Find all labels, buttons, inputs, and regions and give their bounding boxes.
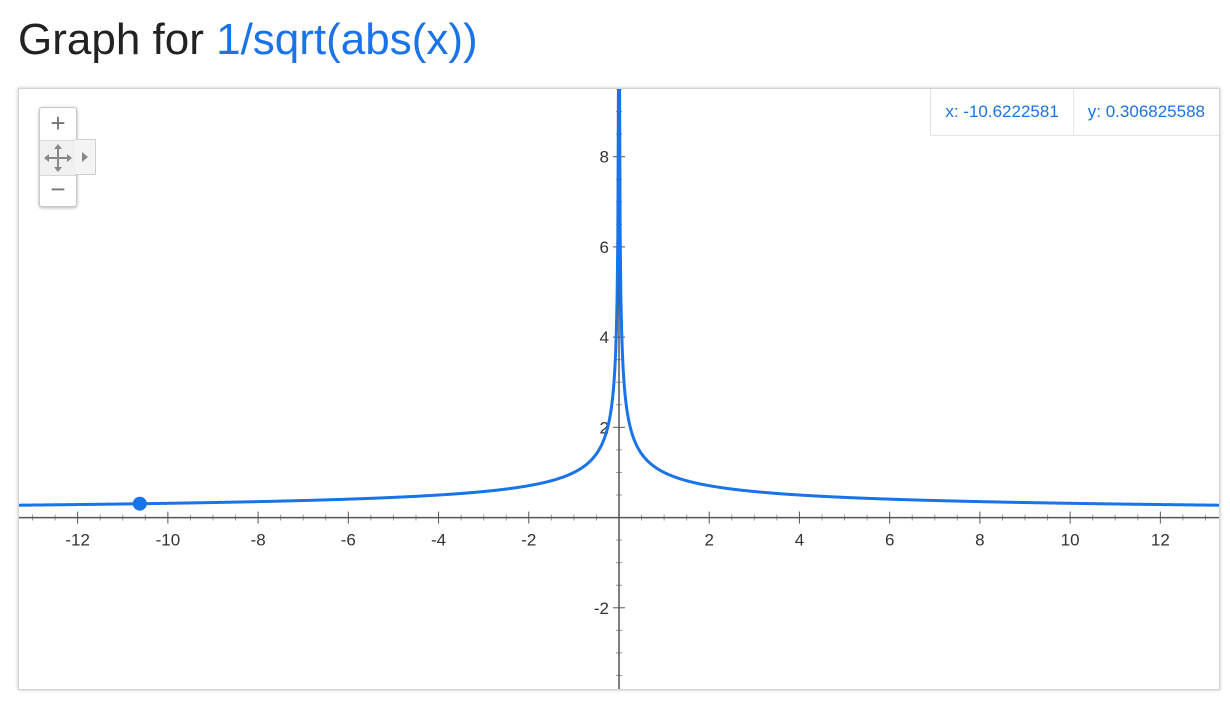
pan-expand-button[interactable] — [75, 139, 96, 175]
x-tick-label: 12 — [1151, 531, 1170, 550]
x-tick-label: -10 — [156, 531, 181, 550]
y-tick-label: -2 — [594, 599, 609, 618]
y-tick-label: 2 — [600, 418, 609, 437]
x-tick-label: -8 — [251, 531, 266, 550]
x-tick-label: -2 — [521, 531, 536, 550]
pan-button[interactable] — [40, 140, 76, 176]
x-tick-label: 10 — [1061, 531, 1080, 550]
zoom-control: + − — [39, 107, 77, 207]
x-tick-label: -4 — [431, 531, 446, 550]
x-tick-label: 8 — [975, 531, 984, 550]
graph-title: Graph for 1/sqrt(abs(x)) — [18, 10, 478, 70]
y-readout: y: 0.306825588 — [1072, 89, 1219, 135]
x-tick-label: 4 — [795, 531, 804, 550]
move-icon — [44, 144, 72, 172]
highlight-point — [132, 496, 147, 511]
y-tick-label: 6 — [600, 238, 609, 257]
plus-icon: + — [50, 108, 66, 138]
y-tick-label: 4 — [600, 328, 609, 347]
graph-plot-area[interactable]: -12 -10 -8 -6 -4 -2 2 4 6 8 10 12 -2 2 4 6 8 x: -10.6222… — [18, 88, 1220, 690]
curve-left-branch — [19, 89, 620, 507]
function-chart[interactable]: -12 -10 -8 -6 -4 -2 2 4 6 8 10 12 -2 2 4 6 8 — [19, 89, 1219, 689]
minus-icon: − — [50, 174, 66, 204]
title-prefix: Graph for — [18, 15, 204, 64]
x-readout: x: -10.6222581 — [945, 102, 1059, 121]
x-tick-label: 2 — [704, 531, 713, 550]
zoom-in-button[interactable]: + — [40, 108, 76, 138]
zoom-out-button[interactable]: − — [40, 174, 76, 204]
x-tick-label: -6 — [341, 531, 356, 550]
curve-right-branch — [618, 89, 1219, 507]
x-tick-label: -12 — [65, 531, 90, 550]
x-tick-label: 6 — [885, 531, 894, 550]
function-expression[interactable]: 1/sqrt(abs(x)) — [216, 15, 478, 64]
y-tick-label: 8 — [600, 148, 609, 167]
coordinate-readout: x: -10.6222581 y: 0.306825588 — [930, 89, 1219, 136]
